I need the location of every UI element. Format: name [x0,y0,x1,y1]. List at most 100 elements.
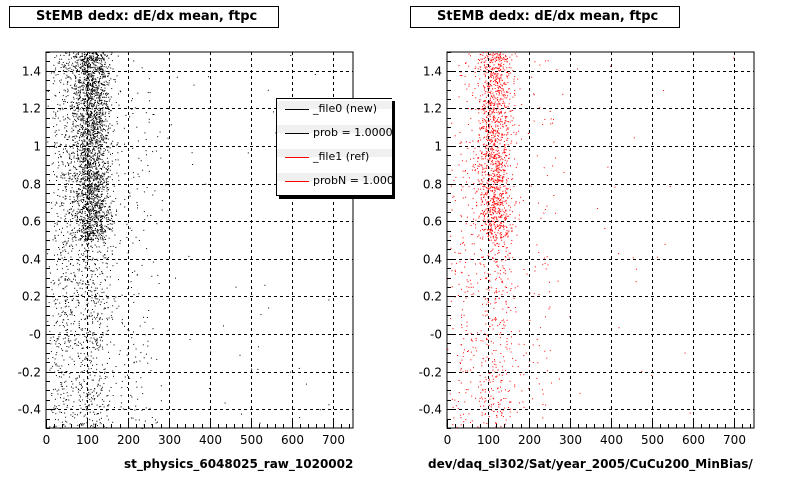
data-point [77,157,79,159]
data-point [99,116,101,118]
data-point [74,232,76,233]
data-point [72,390,74,392]
data-point [501,234,502,236]
data-point [72,298,74,300]
data-point [57,195,59,196]
data-point [53,64,55,66]
data-point [94,375,96,377]
data-point [79,184,80,186]
data-point [84,207,86,209]
data-point [87,151,89,153]
data-point [97,315,98,317]
data-point [93,72,94,73]
data-point [95,81,97,83]
data-point [51,393,53,394]
data-point [486,66,488,68]
data-point [101,201,103,203]
data-point [91,341,93,343]
data-point [90,187,91,189]
data-point [91,123,93,125]
data-point [475,201,477,203]
data-point [78,53,79,55]
data-point [87,200,89,202]
data-point [47,253,49,255]
data-point [108,113,110,115]
data-point [54,303,56,305]
data-point [103,215,105,217]
data-point [92,357,94,359]
data-point [494,227,496,229]
data-point [475,66,477,68]
data-point [56,390,58,392]
data-point [92,76,94,78]
data-point [65,275,67,277]
data-point [115,214,117,216]
data-point [484,213,486,215]
data-point [110,212,112,214]
data-point [475,76,477,78]
data-point [80,154,82,156]
data-point [81,231,83,233]
data-point [100,82,102,84]
data-point [82,236,84,237]
data-point [90,126,92,128]
data-point [494,88,496,90]
data-point [97,68,99,70]
data-point [496,200,498,202]
data-point [90,66,92,68]
data-point [90,176,92,178]
data-point [84,173,86,175]
data-point [88,124,90,125]
data-point [95,427,97,429]
data-point [99,225,101,227]
data-point [66,83,68,85]
data-point [140,352,142,354]
data-point [58,165,60,167]
data-point [86,332,88,334]
data-point [487,236,489,238]
data-point [247,152,249,154]
data-point [490,200,492,202]
data-point [77,130,79,131]
data-point [105,118,107,120]
data-point [92,84,94,86]
data-point [89,197,90,199]
data-point [99,131,101,133]
data-point [500,237,502,239]
data-point [481,201,483,203]
data-point [491,108,493,110]
data-point [106,226,108,228]
data-point [499,208,501,210]
data-point [82,157,84,159]
data-point [56,264,58,266]
data-point [85,178,87,180]
data-point [87,210,89,212]
data-point [85,256,87,258]
data-point [59,104,61,106]
data-point [82,221,84,223]
data-point [77,284,79,286]
data-point [504,169,505,171]
data-point [146,353,147,355]
data-point [78,224,80,226]
data-point [101,83,103,85]
data-point [482,210,483,212]
data-point [70,162,72,164]
data-point [64,278,66,280]
data-point [86,253,88,255]
data-point [502,226,504,227]
data-point [103,186,105,188]
data-point [108,80,110,82]
data-point [104,76,106,78]
data-point [72,139,73,141]
data-point [91,98,93,100]
data-point [101,125,103,126]
data-point [62,164,64,166]
data-point [75,109,76,111]
data-point [506,128,508,130]
data-point [74,75,76,77]
data-point [80,200,82,202]
data-point [502,126,504,128]
data-point [84,212,86,214]
data-point [80,125,82,127]
